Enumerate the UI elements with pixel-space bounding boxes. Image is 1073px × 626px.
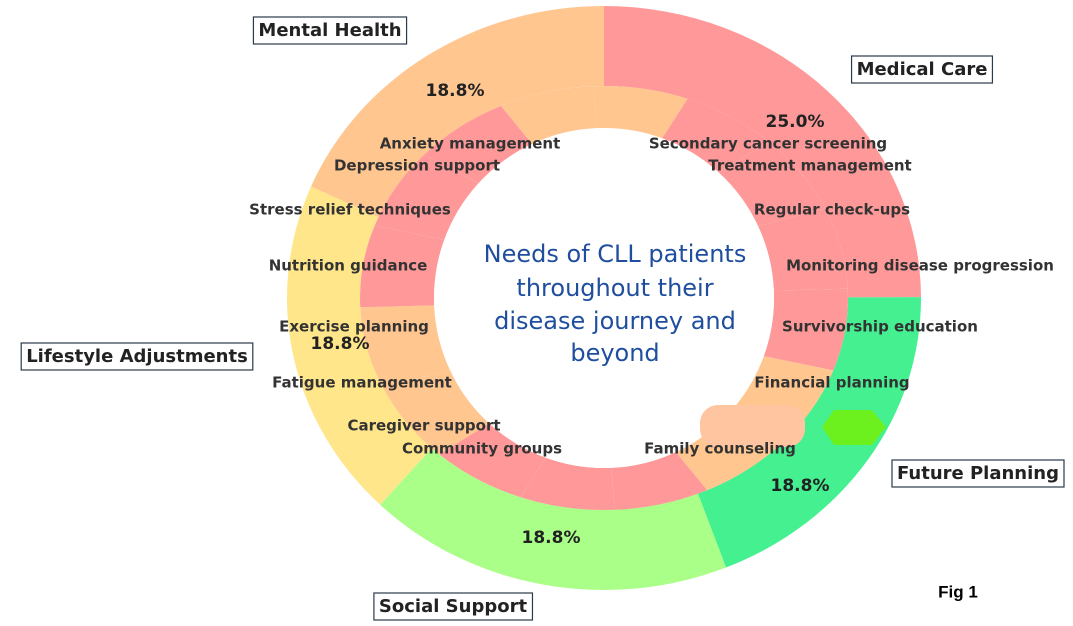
category-label: Future Planning <box>897 463 1059 484</box>
inner-label: Community groups <box>402 440 562 458</box>
inner-segment <box>593 86 688 139</box>
inner-segment <box>763 288 848 371</box>
center-text: beyond <box>570 339 659 367</box>
inner-segment <box>374 154 479 240</box>
outer-segment <box>604 6 921 298</box>
category-label: Mental Health <box>258 20 401 41</box>
category-label: Social Support <box>379 596 528 617</box>
inner-segment <box>662 98 769 173</box>
inner-segment <box>758 208 848 291</box>
inner-segment <box>439 423 546 498</box>
inner-label: Survivorship education <box>782 318 978 336</box>
category-label: Lifestyle Adjustments <box>26 346 248 367</box>
inner-label: Regular check-ups <box>754 201 910 219</box>
inner-label: Monitoring disease progression <box>786 257 1054 275</box>
category-box <box>891 459 1065 488</box>
outer-segment <box>697 297 921 568</box>
center-text: disease journey and <box>494 307 736 335</box>
caption: Fig 1 <box>938 582 978 601</box>
category-box <box>373 592 534 621</box>
outer-segment <box>311 6 604 218</box>
inner-label: Exercise planning <box>279 318 429 336</box>
outer-segment <box>380 448 726 591</box>
inner-segment <box>360 225 445 308</box>
value-label: 18.8% <box>522 528 581 548</box>
decor-hexagon <box>822 410 886 445</box>
inner-label: Stress relief techniques <box>249 201 451 219</box>
inner-segment <box>611 452 708 510</box>
inner-label: Family counseling <box>644 440 796 458</box>
outer-segment <box>287 186 432 505</box>
category-box <box>252 16 408 45</box>
inner-label: Fatigue management <box>272 374 452 392</box>
inner-label: Secondary cancer screening <box>649 135 887 153</box>
inner-segment <box>424 105 533 184</box>
inner-segment <box>382 369 490 455</box>
inner-label: Anxiety management <box>380 135 561 153</box>
value-label: 25.0% <box>766 112 825 132</box>
center-text: Needs of CLL patients <box>484 240 747 268</box>
inner-label: Caregiver support <box>347 417 500 435</box>
inner-segment <box>520 457 615 510</box>
center-text: throughout their <box>516 274 713 302</box>
inner-segment <box>500 86 597 144</box>
inner-label: Treatment management <box>708 157 911 175</box>
value-label: 18.8% <box>426 81 485 101</box>
category-box <box>20 342 254 371</box>
value-label: 18.8% <box>771 476 830 496</box>
inner-label: Nutrition guidance <box>269 257 428 275</box>
labels: Secondary cancer screening Treatment mana… <box>20 16 1065 621</box>
inner-label: Depression support <box>334 157 500 175</box>
value-label: 18.8% <box>311 334 370 354</box>
inner-label: Financial planning <box>754 374 909 392</box>
category-label: Medical Care <box>857 59 988 80</box>
center-hole <box>434 128 774 468</box>
inner-segment <box>360 305 450 388</box>
decor-blob <box>700 405 805 447</box>
category-box <box>850 55 994 84</box>
inner-segment <box>718 141 826 227</box>
